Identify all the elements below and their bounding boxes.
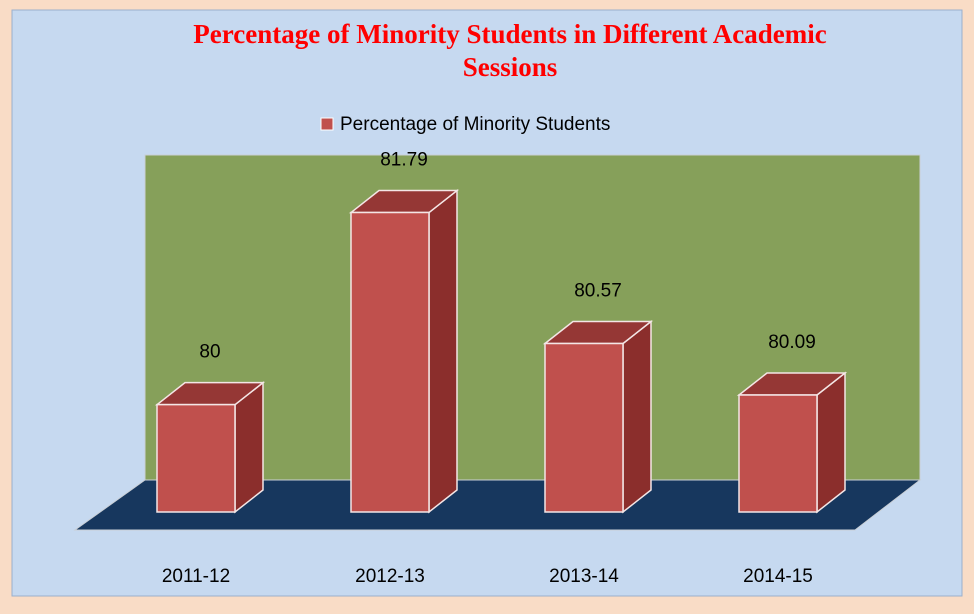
x-tick-label: 2012-13 bbox=[355, 566, 425, 587]
bar-front bbox=[544, 342, 624, 513]
floor bbox=[73, 479, 922, 531]
bar-front bbox=[738, 394, 818, 513]
bar-side bbox=[428, 188, 458, 514]
bar bbox=[348, 188, 460, 514]
chart-title: Percentage of Minority Students in Diffe… bbox=[193, 19, 826, 82]
bar-front bbox=[156, 403, 236, 513]
legend-label: Percentage of Minority Students bbox=[340, 114, 610, 135]
bar-side bbox=[816, 371, 846, 514]
bar-front bbox=[350, 211, 430, 513]
value-label: 80 bbox=[199, 342, 220, 363]
value-label: 81.79 bbox=[380, 150, 428, 171]
bar bbox=[736, 371, 848, 514]
x-tick-label: 2014-15 bbox=[743, 566, 813, 587]
value-label: 80.09 bbox=[768, 332, 816, 353]
value-label: 80.57 bbox=[574, 281, 622, 302]
bar bbox=[154, 381, 266, 514]
bar-side bbox=[622, 319, 652, 514]
x-tick-label: 2013-14 bbox=[549, 566, 619, 587]
bar bbox=[542, 319, 654, 514]
legend-swatch bbox=[320, 117, 334, 131]
x-tick-label: 2011-12 bbox=[162, 566, 230, 587]
